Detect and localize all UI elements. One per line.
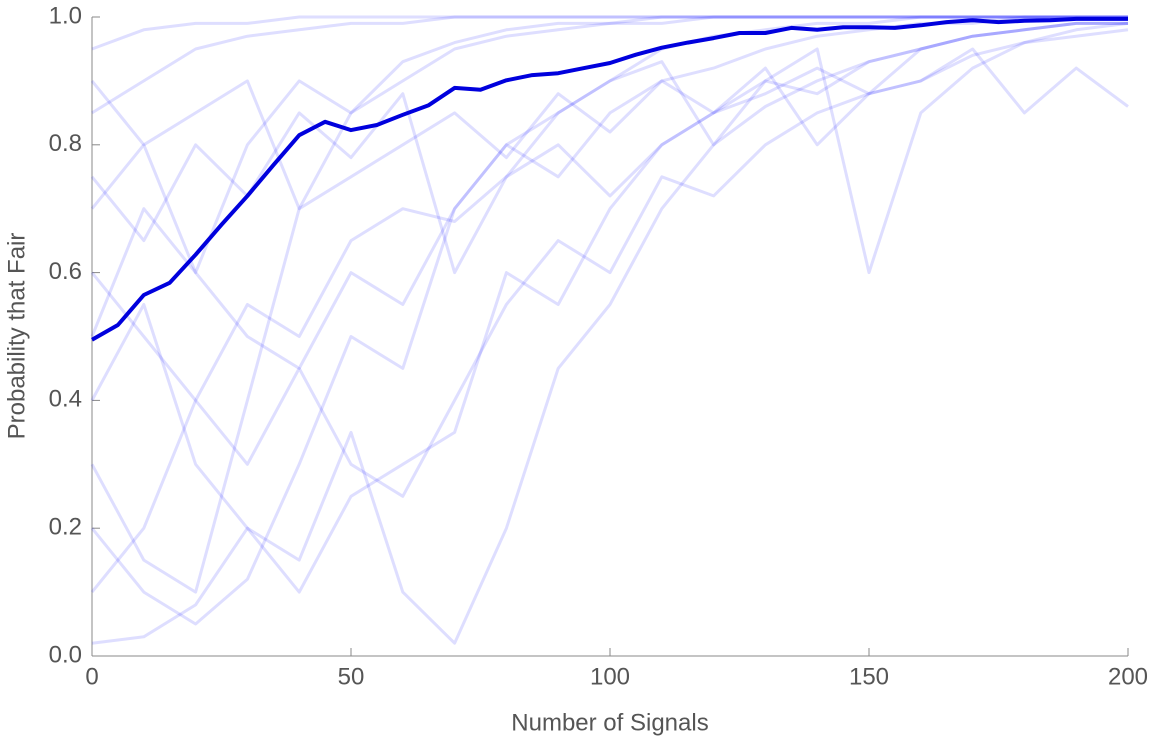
x-tick-label: 0: [85, 663, 98, 690]
x-tick-label: 150: [849, 663, 889, 690]
y-axis-label: Probability that Fair: [3, 233, 30, 440]
series-line: [90, 21, 1128, 594]
x-axis-label: Number of Signals: [511, 709, 708, 736]
series-line: [91, 16, 1128, 342]
y-tick-label: 0.0: [49, 641, 82, 668]
series-line: [90, 15, 1128, 626]
series-line: [91, 15, 1128, 51]
series-line: [90, 15, 1128, 338]
y-tick-label: 1.0: [49, 2, 82, 29]
y-tick-label: 0.8: [49, 130, 82, 157]
series-line: [91, 21, 1128, 645]
y-tick-label: 0.2: [49, 514, 82, 541]
series-line: [90, 21, 1129, 275]
x-tick-label: 50: [338, 663, 365, 690]
series-line: [90, 28, 1129, 498]
y-tick-label: 0.6: [49, 258, 82, 285]
y-tick-label: 0.4: [49, 386, 82, 413]
x-tick-label: 100: [590, 663, 630, 690]
series-line: [91, 15, 1128, 115]
series-line: [90, 47, 1129, 211]
x-tick-label: 200: [1108, 663, 1148, 690]
series-line: [90, 15, 1128, 594]
series-line: [90, 21, 1128, 594]
